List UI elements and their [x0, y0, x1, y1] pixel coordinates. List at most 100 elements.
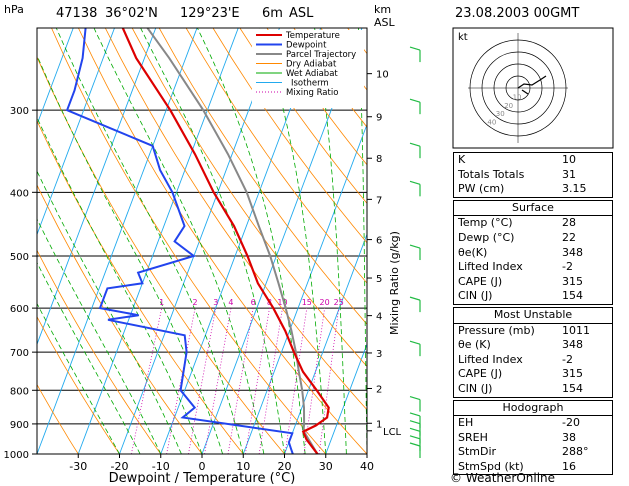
legend-label: Parcel Trajectory	[286, 50, 356, 60]
isotherm-line	[242, 123, 367, 454]
station-lat: 36°02'N	[105, 6, 158, 21]
dry-adiabat	[51, 28, 327, 454]
legend-label: Mixing Ratio	[286, 88, 338, 98]
hodograph-row: StmDir 288°	[458, 445, 589, 459]
altitude-tick-label: 1	[376, 419, 382, 430]
mixing-ratio-line	[318, 308, 340, 454]
dry-adiabat	[158, 28, 367, 325]
pressure-tick-label: 500	[10, 252, 29, 263]
surface-title: Surface	[454, 201, 612, 217]
mixing-ratio-label: 1	[159, 298, 164, 307]
wind-barb-flag	[409, 412, 421, 417]
legend-label: Temperature	[285, 31, 340, 41]
wet-adiabat	[37, 54, 223, 454]
pressure-tick-label: 600	[10, 304, 29, 315]
altitude-tick-label: 3	[376, 349, 382, 360]
km-label: km	[374, 3, 391, 16]
mixing-ratio-line	[188, 308, 217, 454]
altitude-tick-label: 7	[376, 195, 382, 206]
wet-adiabat	[37, 218, 162, 454]
hodograph-row: SREH 38	[458, 430, 576, 444]
hodograph-indices-title: Hodograph	[454, 401, 612, 417]
mixing-ratio-label: 2	[193, 298, 198, 307]
mixing-ratio-label: 25	[334, 298, 344, 307]
isotherm-line	[325, 342, 367, 454]
most-unstable-row: Lifted Index -2	[458, 352, 573, 366]
surface-row: CAPE (J) 315	[458, 274, 583, 288]
x-tick-label: 20	[278, 460, 292, 473]
station-elevation: 6m	[262, 6, 283, 21]
chart-grid: 1 2 3 4 6 8 10 15 20 25	[37, 28, 367, 454]
basic-indices-box: K 10 Totals Totals 31 PW (cm) 3.15	[453, 152, 613, 198]
pressure-tick-label: 300	[10, 106, 29, 117]
surface-box: Surface Temp (°C) 28 Dewp (°C) 22 θe(K) 348…	[453, 199, 613, 305]
chart-profiles	[65, 28, 330, 454]
dry-adiabat	[37, 56, 285, 454]
most-unstable-row: θe (K) 348	[458, 338, 583, 352]
mixing-ratio-line	[284, 308, 308, 454]
hodograph-row: StmSpd (kt) 16	[458, 459, 576, 473]
isotherm-line	[37, 28, 157, 346]
legend-label: Dewpoint	[286, 41, 327, 51]
mixing-ratio-label: 6	[251, 298, 256, 307]
mixing-ratio-line	[130, 308, 163, 454]
hodograph-ring-label: 10	[513, 93, 522, 101]
legend-label: Isotherm	[291, 79, 329, 89]
pressure-tick-label: 400	[10, 188, 29, 199]
dry-adiabat	[37, 184, 203, 454]
x-tick-label: 30	[319, 460, 333, 473]
hodograph-indices-box: Hodograph EH -20 SREH 38 StmDir 288° StmSpd…	[453, 399, 613, 476]
x-tick-label: -30	[69, 460, 87, 473]
most-unstable-row: Pressure (mb) 1011	[458, 323, 590, 337]
pressure-tick-label: 800	[10, 386, 29, 397]
surface-row: CIN (J) 154	[458, 289, 583, 303]
mixing-ratio-label: 10	[277, 298, 287, 307]
altitude-tick-label: 2	[376, 384, 382, 395]
most-unstable-title: Most Unstable	[454, 308, 612, 324]
isotherm-line	[37, 28, 74, 126]
index-row-totals: Totals Totals 31	[458, 167, 576, 181]
altitude-tick-label: 9	[376, 113, 382, 124]
index-row-pw: PW (cm) 3.15	[458, 182, 587, 196]
isotherm-line	[77, 28, 239, 454]
wind-barb-flag	[409, 420, 421, 425]
mixing-ratio-label: 4	[228, 298, 233, 307]
chart-axes: 300 400 500 600 700 800 900 1000 -30 -20 -10 0 10 20 3…	[4, 70, 402, 473]
wind-barbs	[409, 46, 421, 458]
dry-adiabat	[131, 28, 367, 368]
mixing-ratio-line	[204, 308, 232, 454]
wind-barb-flag	[409, 98, 421, 103]
wet-adiabat	[37, 170, 182, 454]
dewpoint-line	[65, 28, 294, 454]
isotherm-line	[37, 28, 115, 236]
wet-adiabat	[93, 28, 265, 454]
dry-adiabat	[37, 315, 120, 454]
temperature-line	[121, 28, 330, 454]
wet-adiabat	[37, 261, 141, 454]
lcl-label: LCL	[383, 427, 402, 438]
altitude-tick-label: 5	[376, 274, 382, 285]
mixing-ratio-axis-label: Mixing Ratio (g/kg)	[388, 231, 401, 335]
asl-label: ASL	[374, 16, 396, 29]
mixing-ratio-line	[227, 308, 254, 454]
isotherm-line	[37, 28, 198, 454]
mixing-ratio-label: 15	[302, 298, 312, 307]
storm-motion-arrow	[521, 89, 529, 95]
hpa-label: hPa	[4, 3, 24, 16]
legend-label: Dry Adiabat	[286, 60, 337, 70]
hodograph-trace	[517, 75, 547, 89]
parcel-trajectory-line	[146, 28, 319, 454]
hodograph-row: EH -20	[458, 416, 580, 430]
x-tick-label: 10	[236, 460, 250, 473]
altitude-tick-label: 8	[376, 154, 382, 165]
hodograph-ring-label: 40	[487, 119, 496, 127]
surface-row: Dewp (°C) 22	[458, 230, 576, 244]
wind-barb-flag	[409, 340, 421, 345]
altitude-tick-label: 10	[376, 70, 389, 81]
x-axis-label: Dewpoint / Temperature (°C)	[109, 471, 296, 486]
altitude-tick-label: 6	[376, 236, 382, 247]
index-row-k: K 10	[458, 153, 576, 166]
wind-barb-flag	[409, 46, 421, 51]
most-unstable-row: CIN (J) 154	[458, 381, 583, 395]
